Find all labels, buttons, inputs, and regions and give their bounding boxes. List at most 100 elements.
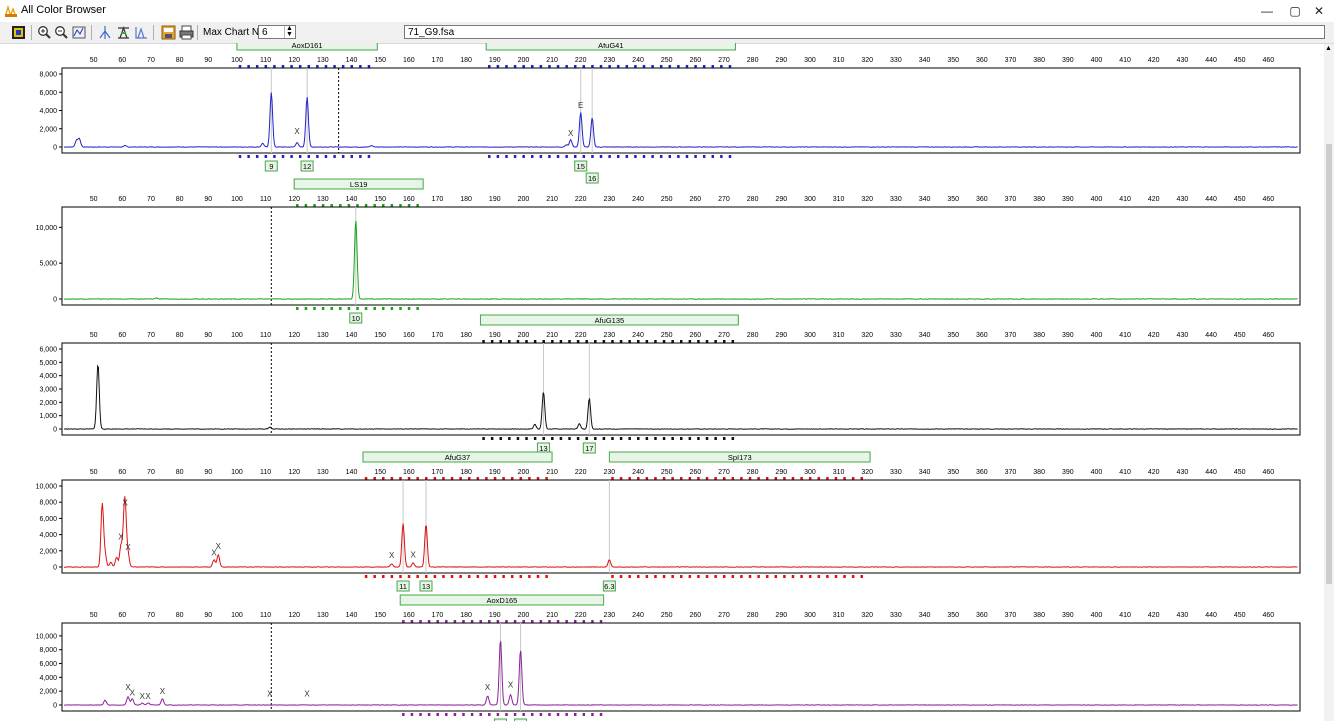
zoom-in-icon[interactable] [37, 25, 52, 40]
size-tick-label: 120 [288, 196, 300, 203]
bin-tick [728, 155, 732, 158]
size-tick-label: 410 [1119, 332, 1131, 339]
size-tick-label: 320 [861, 196, 873, 203]
allele-call-box[interactable] [264, 160, 278, 172]
marker-label-box[interactable] [479, 314, 739, 326]
allele-call-label: 13 [422, 582, 430, 591]
plot-frame[interactable] [61, 622, 1301, 712]
bin-tick [748, 575, 752, 578]
close-button[interactable]: ✕ [1313, 4, 1325, 18]
allele-call-box[interactable] [574, 160, 588, 172]
size-tick-label: 460 [1263, 612, 1275, 619]
scale-icon[interactable] [116, 25, 131, 40]
bin-tick [642, 65, 646, 68]
max-chart-numbers-value: 6 [262, 27, 268, 38]
bin-tick [382, 307, 385, 310]
allele-call-box[interactable] [493, 718, 507, 721]
allele-call-box[interactable] [419, 580, 433, 592]
bin-tick [559, 437, 563, 440]
size-tick-label: 300 [804, 57, 816, 64]
size-tick-label: 160 [403, 196, 415, 203]
scrollbar-thumb[interactable] [1326, 144, 1332, 584]
allele-call-box[interactable] [349, 312, 363, 324]
bin-tick [668, 155, 672, 158]
allele-call-box[interactable] [602, 580, 616, 592]
bin-tick [688, 477, 692, 480]
marker-label-box[interactable] [485, 43, 736, 51]
size-tick-label: 360 [976, 57, 988, 64]
bin-tick [685, 65, 689, 68]
bin-tick [359, 65, 362, 68]
y-tick-label: 2,000 [39, 126, 57, 133]
bin-tick [476, 575, 480, 578]
bin-tick [860, 575, 864, 578]
size-tick-label: 180 [460, 57, 472, 64]
bin-tick [459, 575, 462, 578]
file-select[interactable]: 71_G9.fsa [404, 25, 1325, 39]
allele-call-box[interactable] [585, 172, 599, 184]
size-tick-label: 310 [833, 469, 845, 476]
bin-tick [462, 620, 465, 623]
bin-tick [488, 65, 491, 68]
allele-call-box[interactable] [582, 442, 596, 454]
size-tick-label: 160 [403, 469, 415, 476]
peak-mark: X [410, 550, 416, 559]
size-tick-label: 140 [346, 196, 358, 203]
plot-frame[interactable] [61, 67, 1301, 154]
scale-v-icon[interactable] [134, 25, 149, 40]
size-tick-label: 80 [176, 469, 184, 476]
size-tick-label: 440 [1205, 57, 1217, 64]
minimize-button[interactable]: — [1261, 4, 1273, 18]
plot-frame[interactable] [61, 206, 1301, 306]
allele-call-label: 15 [577, 162, 585, 171]
full-view-icon[interactable] [72, 25, 87, 40]
bin-tick [783, 575, 786, 578]
print-icon[interactable] [179, 25, 194, 40]
bin-tick [680, 477, 683, 480]
restore-button[interactable]: ▢ [1289, 4, 1301, 18]
bin-tick [350, 65, 354, 68]
spinner-arrows-icon[interactable]: ▲ ▼ [284, 25, 294, 38]
peak-mark: X [389, 551, 395, 560]
size-tick-label: 460 [1263, 469, 1275, 476]
save-icon[interactable] [161, 25, 176, 40]
marker-label-box[interactable] [362, 451, 553, 463]
size-tick-label: 120 [288, 469, 300, 476]
bin-tick [800, 477, 803, 480]
size-tick-label: 440 [1205, 469, 1217, 476]
trace-purple [63, 641, 1298, 706]
bin-tick [450, 575, 454, 578]
marker-icon[interactable] [98, 25, 113, 40]
plot-frame[interactable] [61, 479, 1301, 574]
bin-tick [433, 575, 437, 578]
marker-label-box[interactable] [236, 43, 378, 51]
size-tick-label: 280 [747, 332, 759, 339]
plot-frame[interactable] [61, 342, 1301, 436]
vertical-scrollbar[interactable]: ▲ [1324, 44, 1334, 721]
bin-tick [522, 65, 525, 68]
bin-tick [467, 477, 471, 480]
scroll-up-icon[interactable]: ▲ [1325, 45, 1332, 52]
marker-label-box[interactable] [399, 594, 605, 606]
size-tick-label: 290 [775, 332, 787, 339]
max-chart-numbers-spinner[interactable]: 6 ▲ ▼ [258, 25, 296, 39]
panel-icon[interactable] [11, 25, 26, 40]
y-tick-label: 0 [53, 565, 57, 572]
bin-tick [273, 65, 276, 68]
bin-tick [425, 477, 428, 480]
size-tick-label: 420 [1148, 57, 1160, 64]
marker-label-box[interactable] [608, 451, 871, 463]
bin-tick [298, 155, 302, 158]
allele-call-box[interactable] [514, 718, 528, 721]
bin-tick [582, 65, 586, 68]
marker-label-box[interactable] [293, 178, 424, 190]
bin-tick [531, 713, 534, 716]
size-tick-label: 170 [432, 332, 444, 339]
size-tick-label: 250 [661, 332, 673, 339]
allele-call-box[interactable] [300, 160, 314, 172]
y-tick-label: 2,000 [39, 689, 57, 696]
zoom-out-icon[interactable] [54, 25, 69, 40]
allele-call-box[interactable] [396, 580, 410, 592]
bin-tick [619, 340, 623, 343]
y-tick-label: 5,000 [39, 261, 57, 268]
